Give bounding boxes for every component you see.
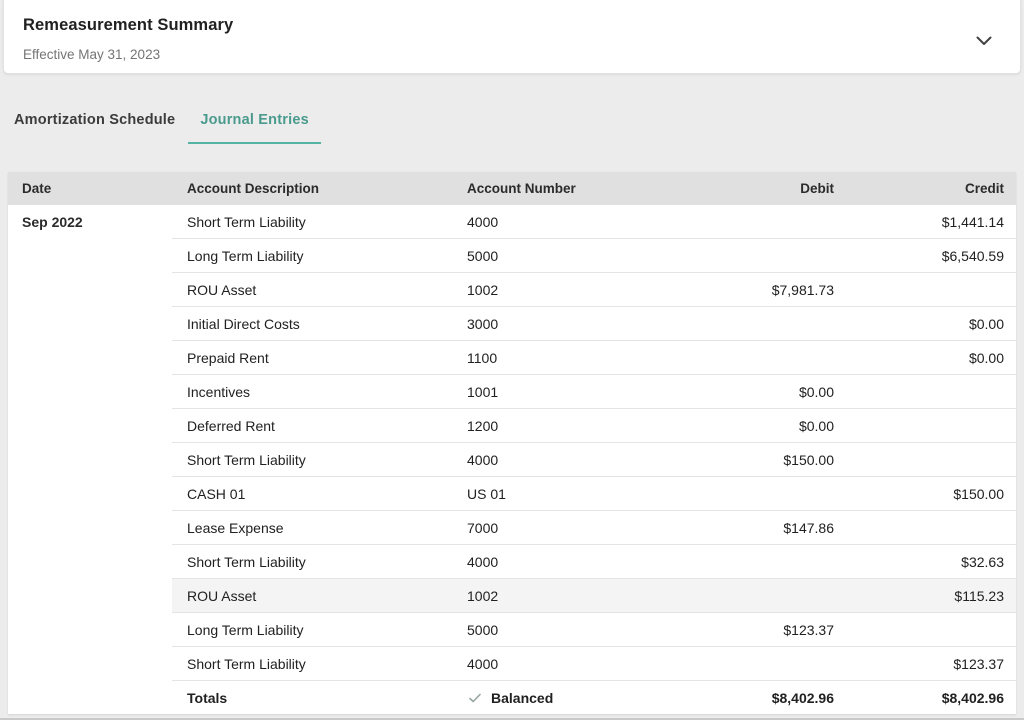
account-number-cell: US 01 [467, 485, 506, 502]
account-description-cell: Short Term Liability [187, 451, 306, 468]
account-description-cell: CASH 01 [187, 485, 246, 502]
table-row: Long Term Liability 5000 $6,540.59 [8, 239, 1016, 273]
debit-cell: $123.37 [783, 621, 834, 638]
account-number-cell: 1100 [467, 349, 498, 366]
balanced-label: Balanced [491, 689, 554, 706]
debit-cell: $0.00 [798, 383, 834, 400]
account-number-cell: 1002 [467, 587, 499, 604]
tab-amortization-schedule[interactable]: Amortization Schedule [14, 112, 176, 128]
credit-cell: $123.37 [953, 655, 1004, 672]
account-number-cell: 1001 [467, 383, 499, 400]
account-description-cell: ROU Asset [187, 281, 257, 298]
date-cell [8, 647, 172, 681]
account-description-cell: Lease Expense [187, 519, 284, 536]
totals-date-cell [8, 681, 172, 714]
table-row: Short Term Liability 4000 $32.63 [8, 545, 1016, 579]
chevron-down-icon[interactable] [972, 29, 996, 53]
tab-bar: Amortization Schedule Journal Entries [2, 104, 321, 144]
account-number-cell: 3000 [467, 315, 499, 332]
column-header-debit: Debit [800, 181, 834, 196]
debit-cell: $0.00 [798, 417, 834, 434]
account-description-cell: Initial Direct Costs [187, 315, 300, 332]
account-number-cell: 4000 [467, 655, 499, 672]
credit-cell: $1,441.14 [941, 213, 1004, 230]
date-cell [8, 341, 172, 375]
date-cell [8, 375, 172, 409]
account-description-cell: Short Term Liability [187, 553, 306, 570]
account-number-cell: 4000 [467, 451, 499, 468]
column-header-account-description: Account Description [187, 181, 320, 196]
credit-cell: $0.00 [968, 315, 1004, 332]
date-cell [8, 579, 172, 613]
account-description-cell: Long Term Liability [187, 621, 304, 638]
account-number-cell: 4000 [467, 213, 499, 230]
totals-credit: $8,402.96 [941, 689, 1004, 706]
date-cell [8, 477, 172, 511]
table-header-row: Date Account Description Account Number … [8, 172, 1016, 205]
totals-label: Totals [187, 689, 228, 706]
date-cell [8, 511, 172, 545]
account-description-cell: ROU Asset [187, 587, 257, 604]
debit-cell: $7,981.73 [771, 281, 834, 298]
table-row: Incentives 1001 $0.00 [8, 375, 1016, 409]
column-header-account-number: Account Number [467, 181, 576, 196]
credit-cell: $0.00 [968, 349, 1004, 366]
table-row: Prepaid Rent 1100 $0.00 [8, 341, 1016, 375]
account-number-cell: 5000 [467, 247, 499, 264]
date-cell [8, 545, 172, 579]
account-description-cell: Deferred Rent [187, 417, 275, 434]
totals-row: Totals Balanced $8,402.96 $8,402.96 [8, 681, 1016, 714]
account-description-cell: Prepaid Rent [187, 349, 269, 366]
account-number-cell: 1002 [467, 281, 499, 298]
tab-journal-entries[interactable]: Journal Entries [188, 104, 321, 144]
table-row: Initial Direct Costs 3000 $0.00 [8, 307, 1016, 341]
account-description-cell: Long Term Liability [187, 247, 304, 264]
totals-debit: $8,402.96 [771, 689, 834, 706]
account-number-cell: 1200 [467, 417, 499, 434]
date-cell [8, 273, 172, 307]
balanced-status: Balanced [452, 690, 640, 706]
credit-cell: $32.63 [961, 553, 1004, 570]
credit-cell: $6,540.59 [941, 247, 1004, 264]
date-cell [8, 239, 172, 273]
page-title: Remeasurement Summary [23, 16, 234, 34]
credit-cell: $115.23 [954, 587, 1004, 604]
table-row: Sep 2022 Short Term Liability 4000 $1,44… [8, 205, 1016, 239]
date-cell [8, 409, 172, 443]
date-cell: Sep 2022 [8, 205, 172, 239]
table-row: ROU Asset 1002 $115.23 [8, 579, 1016, 613]
debit-cell: $147.86 [783, 519, 834, 536]
table-row: Lease Expense 7000 $147.86 [8, 511, 1016, 545]
date-cell [8, 613, 172, 647]
table-row: Deferred Rent 1200 $0.00 [8, 409, 1016, 443]
column-header-date: Date [22, 181, 52, 196]
table-body: Sep 2022 Short Term Liability 4000 $1,44… [8, 205, 1016, 681]
check-icon [467, 690, 483, 706]
date-cell [8, 443, 172, 477]
journal-entries-table: Date Account Description Account Number … [8, 172, 1016, 714]
account-number-cell: 4000 [467, 553, 499, 570]
table-row: Long Term Liability 5000 $123.37 [8, 613, 1016, 647]
account-description-cell: Short Term Liability [187, 213, 306, 230]
debit-cell: $150.00 [783, 451, 834, 468]
remeasurement-summary-panel[interactable]: Remeasurement Summary Effective May 31, … [3, 0, 1021, 74]
table-row: ROU Asset 1002 $7,981.73 [8, 273, 1016, 307]
credit-cell: $150.00 [953, 485, 1004, 502]
account-description-cell: Short Term Liability [187, 655, 306, 672]
account-number-cell: 5000 [467, 621, 499, 638]
table-row: Short Term Liability 4000 $150.00 [8, 443, 1016, 477]
date-cell [8, 307, 172, 341]
account-number-cell: 7000 [467, 519, 499, 536]
account-description-cell: Incentives [187, 383, 251, 400]
effective-date-label: Effective May 31, 2023 [23, 47, 161, 62]
column-header-credit: Credit [964, 181, 1004, 196]
table-row: Short Term Liability 4000 $123.37 [8, 647, 1016, 681]
table-row: CASH 01 US 01 $150.00 [8, 477, 1016, 511]
